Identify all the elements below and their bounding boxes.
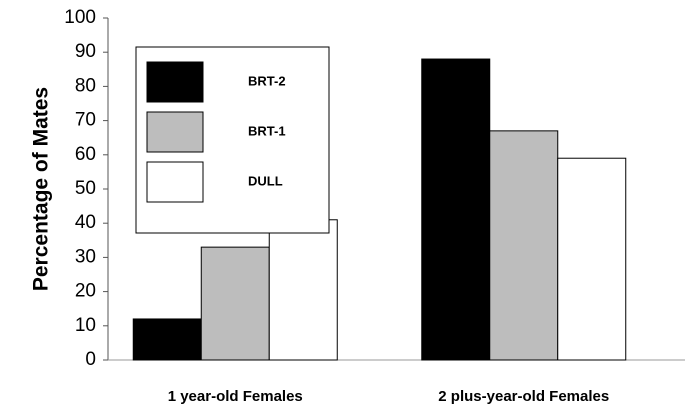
y-tick-label: 70 [75,110,96,131]
y-tick-label: 80 [75,75,96,96]
bar [557,157,627,361]
legend-swatch [146,111,204,153]
bar [268,219,338,361]
y-tick-label: 100 [64,7,96,28]
y-tick-label: 40 [75,212,96,233]
legend-label: BRT-2 [248,73,286,88]
y-tick-label: 50 [75,178,96,199]
y-axis-label: Percentage of Mates [30,87,53,291]
x-tick-label: 2 plus-year-old Females [438,388,609,405]
y-tick-label: 60 [75,144,96,165]
legend-swatch [146,61,204,103]
legend-label: BRT-1 [248,123,286,138]
y-tick-label: 30 [75,246,96,267]
y-tick-label: 20 [75,281,96,302]
y-tick-label: 90 [75,41,96,62]
bar [132,318,202,361]
bar [421,58,491,361]
bar [200,246,270,361]
legend-label: DULL [248,173,283,188]
legend-swatch [146,161,204,203]
bar [489,130,559,361]
x-tick-label: 1 year-old Females [168,388,303,405]
y-tick-label: 0 [85,349,96,370]
y-tick-label: 10 [75,315,96,336]
